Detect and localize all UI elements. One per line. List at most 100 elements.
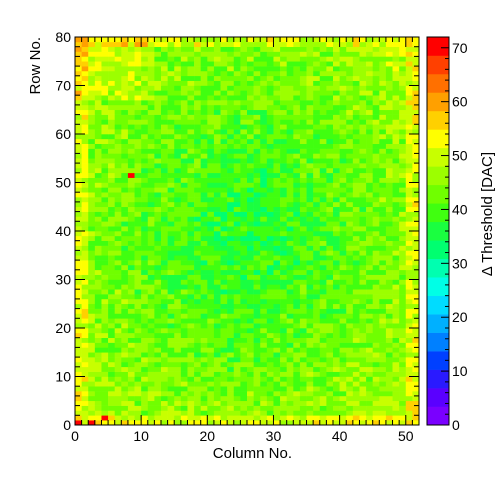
heatmap-cell — [399, 124, 407, 130]
heatmap-cell — [306, 255, 314, 261]
heatmap-cell — [379, 298, 387, 305]
heatmap-cell — [147, 400, 155, 406]
heatmap-cell — [313, 124, 321, 130]
heatmap-cell — [108, 95, 115, 101]
heatmap-cell — [167, 177, 175, 183]
heatmap-cell — [260, 138, 268, 144]
heatmap-cell — [101, 391, 109, 397]
heatmap-cell — [240, 366, 248, 372]
heatmap-cell — [273, 410, 281, 416]
y-tick-label: 10 — [55, 369, 71, 385]
heatmap-cell — [412, 245, 420, 251]
heatmap-cell — [247, 332, 254, 338]
heatmap-cell — [127, 85, 135, 91]
heatmap-cell — [141, 420, 149, 426]
color-scale-tick-label: 20 — [452, 309, 468, 325]
heatmap-cell — [134, 206, 142, 212]
heatmap-cell — [253, 216, 261, 222]
heatmap-cell — [385, 391, 393, 397]
heatmap-cell — [141, 124, 149, 130]
heatmap-cell — [233, 318, 241, 324]
heatmap-cell — [161, 347, 168, 353]
heatmap-cell — [339, 167, 347, 174]
heatmap-cell — [260, 153, 268, 159]
heatmap-cell — [306, 138, 314, 144]
heatmap-cell — [379, 337, 387, 343]
heatmap-cell — [319, 90, 327, 96]
heatmap-cell — [108, 352, 115, 358]
heatmap-cell — [372, 361, 380, 368]
heatmap-cell — [81, 124, 89, 130]
heatmap-cell — [326, 143, 334, 149]
heatmap-cell — [141, 221, 149, 227]
heatmap-cell — [359, 90, 367, 96]
heatmap-cell — [405, 153, 413, 159]
heatmap-cell — [326, 400, 334, 406]
heatmap-cell — [385, 211, 393, 217]
heatmap-cell — [121, 298, 129, 305]
heatmap-cell — [392, 153, 400, 159]
heatmap-cell — [154, 70, 162, 77]
heatmap-cell — [333, 172, 340, 178]
heatmap-cell — [161, 182, 168, 188]
heatmap-cell — [147, 109, 155, 115]
heatmap-cell — [194, 376, 201, 382]
heatmap-cell — [174, 104, 182, 111]
heatmap-cell — [339, 95, 347, 101]
heatmap-cell — [121, 357, 129, 363]
heatmap-cell — [114, 148, 122, 154]
heatmap-cell — [412, 134, 420, 140]
heatmap-cell — [180, 284, 188, 290]
heatmap-cell — [200, 221, 208, 227]
heatmap-cell — [101, 328, 109, 334]
heatmap-cell — [405, 182, 413, 188]
heatmap-cell — [399, 109, 407, 115]
heatmap-cell — [240, 70, 248, 77]
heatmap-cell — [306, 75, 314, 81]
heatmap-cell — [101, 371, 109, 377]
heatmap-cell — [299, 201, 307, 208]
heatmap-cell — [114, 337, 122, 343]
heatmap-cell — [359, 318, 367, 324]
heatmap-cell — [127, 284, 135, 290]
heatmap-cell — [161, 420, 168, 426]
heatmap-cell — [220, 206, 228, 212]
color-scale-band — [427, 314, 449, 333]
heatmap-cell — [266, 172, 274, 178]
heatmap-cell — [280, 352, 287, 358]
heatmap-cell — [412, 337, 420, 343]
heatmap-cell — [346, 56, 354, 62]
heatmap-cell — [273, 85, 281, 91]
heatmap-cell — [240, 37, 248, 43]
heatmap-cell — [286, 352, 294, 358]
heatmap-cell — [372, 371, 380, 377]
heatmap-cell — [372, 206, 380, 212]
heatmap-cell — [167, 148, 175, 154]
heatmap-cell — [405, 381, 413, 387]
heatmap-cell — [81, 264, 89, 271]
heatmap-cell — [167, 216, 175, 222]
heatmap-cell — [293, 318, 301, 324]
heatmap-cell — [141, 80, 149, 86]
heatmap-cell — [227, 337, 235, 343]
heatmap-cell — [280, 138, 287, 144]
heatmap-cell — [207, 313, 215, 319]
heatmap-cell — [180, 391, 188, 397]
heatmap-cell — [405, 109, 413, 115]
heatmap-cell — [127, 100, 135, 106]
heatmap-cell — [75, 138, 82, 144]
heatmap-cell — [379, 197, 387, 203]
heatmap-cell — [319, 386, 327, 392]
heatmap-cell — [161, 245, 168, 251]
heatmap-cell — [299, 415, 307, 421]
heatmap-cell — [121, 206, 129, 212]
heatmap-cell — [101, 323, 109, 329]
heatmap-cell — [333, 376, 340, 382]
heatmap-cell — [405, 66, 413, 72]
heatmap-cell — [141, 294, 149, 300]
heatmap-cell — [141, 289, 149, 295]
heatmap-cell — [366, 371, 373, 377]
heatmap-cell — [240, 197, 248, 203]
heatmap-cell — [101, 308, 109, 314]
heatmap-cell — [319, 211, 327, 217]
